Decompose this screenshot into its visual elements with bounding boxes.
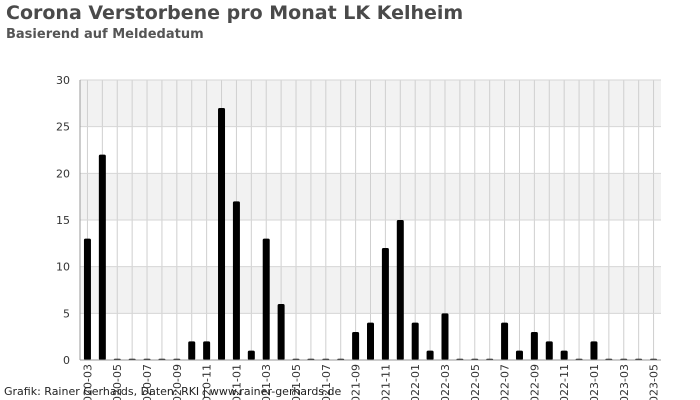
x-tick-label: 2023-03 [618, 364, 631, 400]
x-tick-label: 2021-07 [320, 364, 333, 400]
x-axis: 2020-03 2020-05 2020-07 2020-09 2020-11 2021-… [80, 359, 661, 400]
bar [203, 341, 211, 360]
bar [590, 341, 598, 360]
y-axis: 0 5 10 15 20 25 30 [56, 74, 81, 367]
bar [367, 322, 374, 360]
bar [98, 154, 106, 360]
bar [262, 238, 270, 360]
y-tick-label: 5 [63, 307, 70, 320]
chart-title: Corona Verstorbene pro Monat LK Kelheim [6, 2, 464, 24]
x-tick-label: 2022-01 [409, 364, 422, 400]
x-tick-label: 2020-07 [141, 364, 154, 400]
x-tick-label: 2022-03 [439, 364, 452, 400]
bar [515, 350, 523, 360]
bar [277, 304, 285, 360]
y-tick-label: 30 [56, 74, 70, 87]
y-tick-label: 25 [56, 121, 70, 134]
bar [501, 322, 509, 360]
bar [426, 350, 434, 360]
x-tick-label: 2021-03 [260, 364, 273, 400]
y-tick-label: 10 [56, 261, 70, 274]
chart-subtitle: Basierend auf Meldedatum [6, 27, 204, 42]
y-tick-label: 15 [56, 214, 70, 227]
x-tick-label: 2021-01 [230, 364, 243, 400]
x-tick-label: 2022-11 [558, 364, 571, 400]
bar [247, 350, 255, 360]
bar [218, 108, 226, 360]
x-tick-label: 2022-07 [499, 364, 512, 400]
bar [381, 248, 389, 360]
bar [411, 322, 419, 360]
y-tick-label: 20 [56, 167, 70, 180]
x-tick-label: 2021-05 [290, 364, 303, 400]
bar [352, 332, 360, 360]
bar [545, 341, 553, 360]
source-credit: Grafik: Rainer Gerhards, Daten: RKI | ww… [4, 385, 342, 398]
x-tick-label: 2021-11 [379, 364, 392, 400]
bar [83, 238, 91, 360]
bar [530, 332, 538, 360]
bar [396, 220, 404, 360]
bar [441, 313, 449, 360]
x-tick-label: 2023-01 [588, 364, 601, 400]
bar [188, 341, 196, 360]
bar [560, 350, 568, 360]
y-tick-label: 0 [63, 354, 70, 367]
x-tick-label: 2020-05 [111, 364, 124, 400]
x-tick-label: 2022-05 [469, 364, 482, 400]
x-tick-label: 2020-09 [171, 364, 184, 400]
x-tick-label: 2020-03 [81, 364, 94, 400]
x-tick-label: 2021-09 [350, 364, 363, 400]
x-tick-label: 2022-09 [528, 364, 541, 400]
x-tick-label: 2020-11 [201, 364, 214, 400]
bar [232, 201, 240, 360]
x-tick-label: 2023-05 [648, 364, 661, 400]
bars [83, 108, 658, 360]
